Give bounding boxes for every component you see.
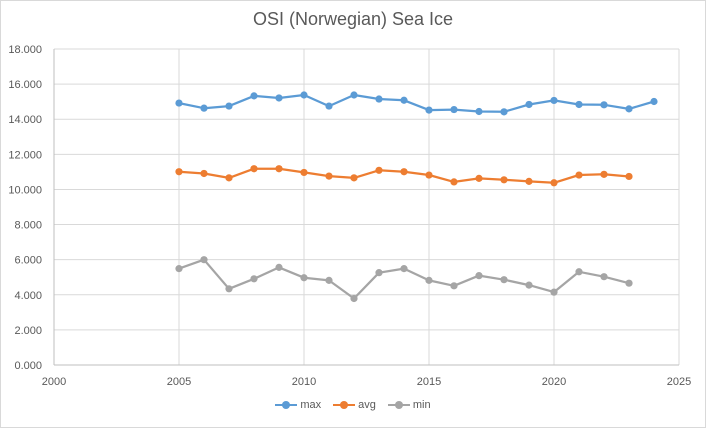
data-point-avg [500,176,508,184]
series-line-max [178,93,655,113]
data-point-max [250,92,258,100]
legend-item-avg[interactable]: avg [333,399,376,411]
data-point-avg [450,178,458,186]
x-tick-label: 2025 [667,376,691,388]
data-point-avg [475,174,483,182]
data-point-min [225,285,233,293]
data-point-max [450,105,458,114]
data-point-avg [175,168,183,176]
data-point-min [525,281,533,289]
data-point-max [500,108,508,116]
data-point-min [550,288,558,296]
y-tick-label: 8.000 [14,220,42,232]
legend-marker-min [387,401,410,409]
data-point-max [225,102,233,110]
data-point-min [200,256,208,264]
data-point-max [625,105,633,113]
legend-item-min[interactable]: min [387,399,431,411]
legend-label: avg [358,399,376,411]
y-tick-label: 4.000 [14,290,42,302]
data-point-min [450,282,458,290]
data-point-avg [550,179,558,187]
legend: max avg min [0,399,706,411]
data-point-min [575,268,583,276]
data-point-min [625,279,633,287]
data-point-max [300,91,308,99]
legend-dot [282,401,291,409]
legend-dot [394,401,403,409]
y-tick-label: 12.000 [8,149,42,161]
x-tick-label: 2000 [42,376,66,388]
data-point-max [350,91,358,99]
data-point-avg [250,165,258,173]
data-point-min [375,269,383,277]
data-point-avg [350,174,358,182]
data-point-min [425,276,433,284]
y-tick-label: 18.000 [8,44,42,56]
data-point-avg [375,166,383,174]
x-tick-label: 2010 [292,376,316,388]
data-point-min [300,274,308,282]
data-point-avg [600,170,608,178]
data-point-max [375,95,383,103]
data-point-min [175,265,183,273]
data-point-max [175,99,183,107]
data-point-avg [400,168,408,176]
data-point-min [400,265,408,273]
x-tick-label: 2020 [542,376,566,388]
data-point-min [250,275,258,283]
chart-title: OSI (Norwegian) Sea Ice [252,9,454,29]
data-point-avg [525,177,533,185]
y-tick-label: 10.000 [8,184,42,196]
x-tick-label: 2005 [167,376,191,388]
legend-marker-max [275,401,298,409]
data-point-max [325,102,333,110]
data-point-min [500,276,508,284]
data-point-min [600,273,608,281]
data-point-max [650,97,658,106]
x-tick-label: 2015 [417,376,441,388]
data-point-max [600,101,608,109]
y-tick-label: 2.000 [14,325,42,337]
data-point-avg [300,168,308,177]
legend-dot [340,401,349,409]
data-point-avg [275,165,283,173]
data-point-max [550,96,558,105]
data-point-max [275,94,283,102]
data-point-avg [325,172,333,180]
legend-marker-avg [333,401,356,409]
series-min [175,256,633,303]
data-point-max [475,107,483,116]
data-point-avg [625,172,633,181]
data-point-avg [575,171,583,179]
series-max [175,91,658,116]
data-point-avg [225,174,233,182]
y-tick-label: 6.000 [14,255,42,267]
legend-label: max [300,399,322,411]
legend-label: min [412,399,431,411]
legend-item-max[interactable]: max [275,399,321,411]
series-avg [175,165,633,187]
data-point-min [350,294,358,303]
data-point-avg [425,171,433,179]
y-tick-label: 14.000 [8,114,42,126]
data-point-max [575,100,583,109]
data-point-max [200,104,208,112]
data-point-max [400,96,408,104]
data-point-max [525,100,533,109]
data-point-max [425,106,433,114]
data-point-min [325,276,333,284]
data-point-avg [200,169,208,178]
y-tick-label: 16.000 [8,79,42,91]
y-tick-label: 0.000 [14,360,42,372]
series [175,91,658,303]
data-point-min [475,272,483,280]
data-point-min [275,263,283,271]
axes: 0.000 2.000 4.000 6.000 8.000 10.000 12.000 14.… [8,44,691,388]
